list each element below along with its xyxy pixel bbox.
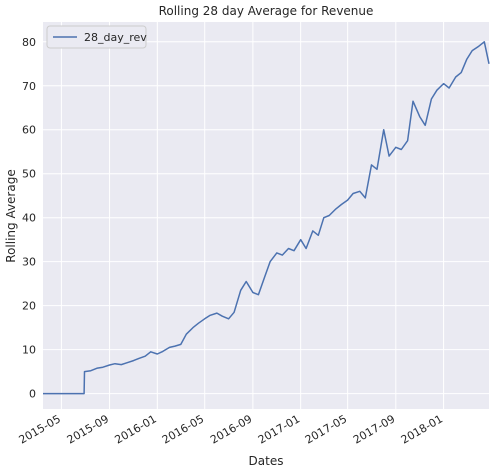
series-layer bbox=[43, 41, 490, 395]
x-tick-label: 2016-09 bbox=[208, 412, 254, 446]
x-tick-label: 2015-09 bbox=[65, 412, 111, 446]
y-tick-label: 0 bbox=[29, 388, 36, 401]
chart-title: Rolling 28 day Average for Revenue bbox=[159, 4, 374, 18]
y-tick-label: 40 bbox=[22, 212, 36, 225]
y-tick-label: 60 bbox=[22, 124, 36, 137]
legend-entry-label: 28_day_rev bbox=[84, 31, 147, 44]
series-line-28-day-rev bbox=[43, 41, 490, 395]
x-tick-label: 2016-01 bbox=[113, 412, 159, 446]
plot-background bbox=[43, 22, 489, 409]
x-tick-label: 2017-09 bbox=[351, 412, 397, 446]
legend: 28_day_rev bbox=[46, 25, 147, 49]
x-tick-label: 2017-05 bbox=[303, 412, 349, 446]
x-tick-label: 2017-01 bbox=[256, 412, 302, 446]
y-tick-label: 50 bbox=[22, 168, 36, 181]
x-tick-label: 2015-05 bbox=[17, 412, 63, 446]
y-tick-label: 70 bbox=[22, 80, 36, 93]
x-tick-label: 2016-05 bbox=[160, 412, 206, 446]
legend-box bbox=[46, 25, 147, 49]
y-tick-label: 20 bbox=[22, 300, 36, 313]
y-tick-label: 30 bbox=[22, 256, 36, 269]
x-tick-label: 2018-01 bbox=[399, 412, 445, 446]
x-axis-label: Dates bbox=[249, 454, 284, 468]
y-tick-label: 10 bbox=[22, 344, 36, 357]
y-tick-label: 80 bbox=[22, 36, 36, 49]
y-axis-label: Rolling Average bbox=[4, 169, 18, 262]
